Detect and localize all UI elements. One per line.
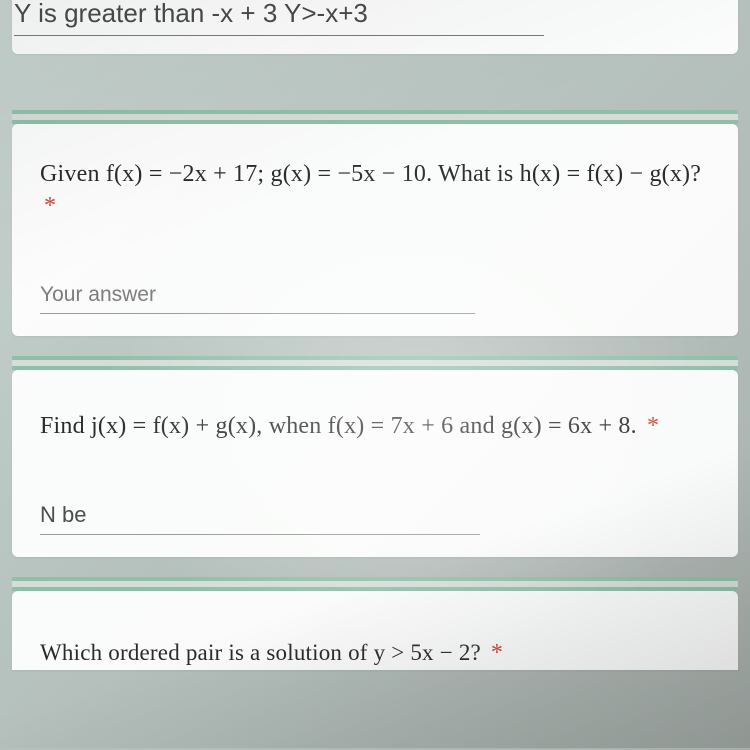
answer-input-1[interactable]: Your answer: [40, 283, 475, 314]
required-star: *: [487, 640, 503, 666]
required-star: *: [643, 413, 659, 439]
question-card-2: Find j(x) = f(x) + g(x), when f(x) = 7x …: [12, 370, 738, 557]
answer-input-prev[interactable]: Y is greater than -x + 3 Y>-x+3: [14, 0, 544, 36]
answer-input-2[interactable]: N be: [40, 502, 480, 535]
question-prompt-3: Which ordered pair is a solution of y > …: [40, 637, 710, 669]
question-card-1: Given f(x) = −2x + 17; g(x) = −5x − 10. …: [12, 124, 738, 336]
required-star: *: [40, 193, 56, 219]
question-prompt-1: Given f(x) = −2x + 17; g(x) = −5x − 10. …: [40, 158, 710, 223]
question-prompt-2: Find j(x) = f(x) + g(x), when f(x) = 7x …: [40, 410, 710, 442]
section-divider: [12, 356, 738, 370]
prompt-text: Given f(x) = −2x + 17; g(x) = −5x − 10. …: [40, 161, 701, 187]
prompt-text: Find j(x) = f(x) + g(x), when f(x) = 7x …: [40, 413, 637, 439]
prompt-text: Which ordered pair is a solution of y > …: [40, 640, 481, 665]
question-card-3: Which ordered pair is a solution of y > …: [12, 591, 738, 669]
section-divider: [12, 577, 738, 591]
section-divider: [12, 110, 738, 124]
question-card-prev: Y is greater than -x + 3 Y>-x+3: [12, 0, 738, 54]
